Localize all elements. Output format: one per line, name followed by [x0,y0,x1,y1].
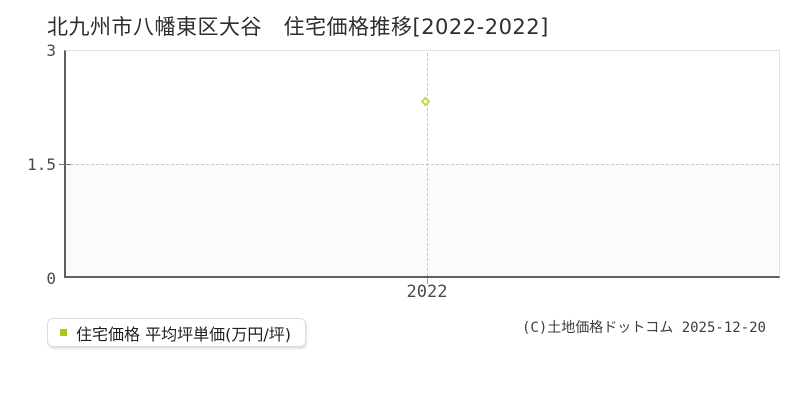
y-axis-label-1-5: 1.5 [27,155,56,174]
x-tick-mark-2022 [427,278,428,284]
gridline-y-1-5 [66,164,779,165]
gridline-x-2022 [427,53,428,276]
chart-title: 北九州市八幡東区大谷 住宅価格推移[2022-2022] [47,15,549,39]
y-axis-label-3: 3 [46,41,56,60]
plot-area [59,50,780,284]
y-axis-label-0: 0 [46,269,56,288]
x-axis-label-2022: 2022 [406,282,448,302]
legend-label: 住宅価格 平均坪単価(万円/坪) [76,324,291,344]
shaded-band-low [66,163,779,276]
y-tick-mark-1-5 [59,164,71,165]
data-point-2022 [420,96,431,107]
legend-bullet-icon [60,329,67,336]
legend: 住宅価格 平均坪単価(万円/坪) [47,318,306,347]
copyright-text: (C)土地価格ドットコム 2025-12-20 [521,320,766,336]
